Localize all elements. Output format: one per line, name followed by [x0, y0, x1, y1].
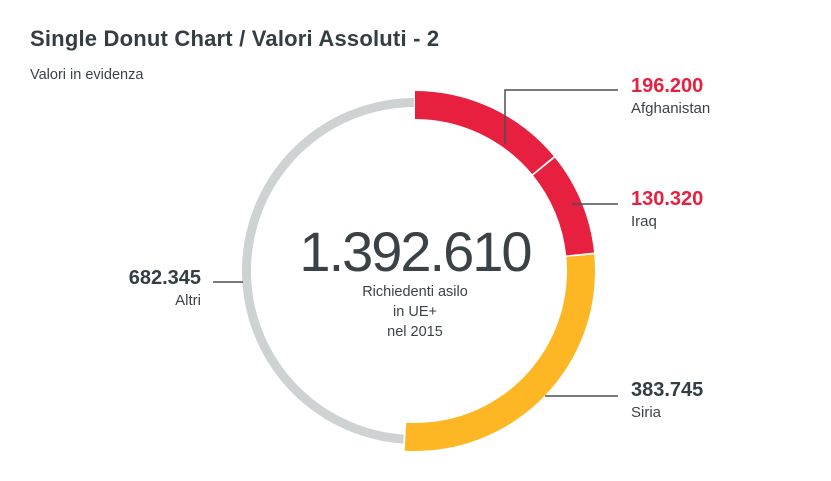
- label-iraq: 130.320 Iraq: [631, 187, 703, 233]
- slice-name-iraq: Iraq: [631, 213, 657, 230]
- slice-name-altri: Altri: [175, 292, 201, 309]
- center-caption-line-2: in UE+: [393, 304, 437, 320]
- donut-slice-afghanistan: [415, 91, 554, 175]
- donut-slice-siria: [404, 254, 595, 452]
- leader-line-afghanistan: [504, 89, 618, 144]
- slice-value-siria: 383.745: [631, 379, 704, 401]
- center-total-value: 1.392.610: [299, 220, 532, 283]
- center-caption-line-1: Richiedenti asilo: [362, 284, 468, 300]
- center-caption: Richiedenti asilo in UE+ nel 2015: [315, 282, 515, 342]
- slice-name-afghanistan: Afghanistan: [631, 100, 711, 117]
- label-altri: 682.345 Altri: [100, 266, 201, 312]
- label-siria: 383.745 Siria: [631, 378, 703, 424]
- slice-value-iraq: 130.320: [631, 188, 704, 210]
- center-caption-line-3: nel 2015: [387, 324, 443, 340]
- slice-value-altri: 682.345: [128, 267, 201, 289]
- slice-name-siria: Siria: [631, 404, 662, 421]
- slice-value-afghanistan: 196.200: [631, 75, 704, 97]
- chart-subtitle: Valori in evidenza: [30, 67, 144, 83]
- donut-slice-iraq: [533, 157, 595, 256]
- chart-title: Single Donut Chart / Valori Assoluti - 2: [30, 26, 440, 51]
- label-afghanistan: 196.200 Afghanistan: [631, 74, 710, 120]
